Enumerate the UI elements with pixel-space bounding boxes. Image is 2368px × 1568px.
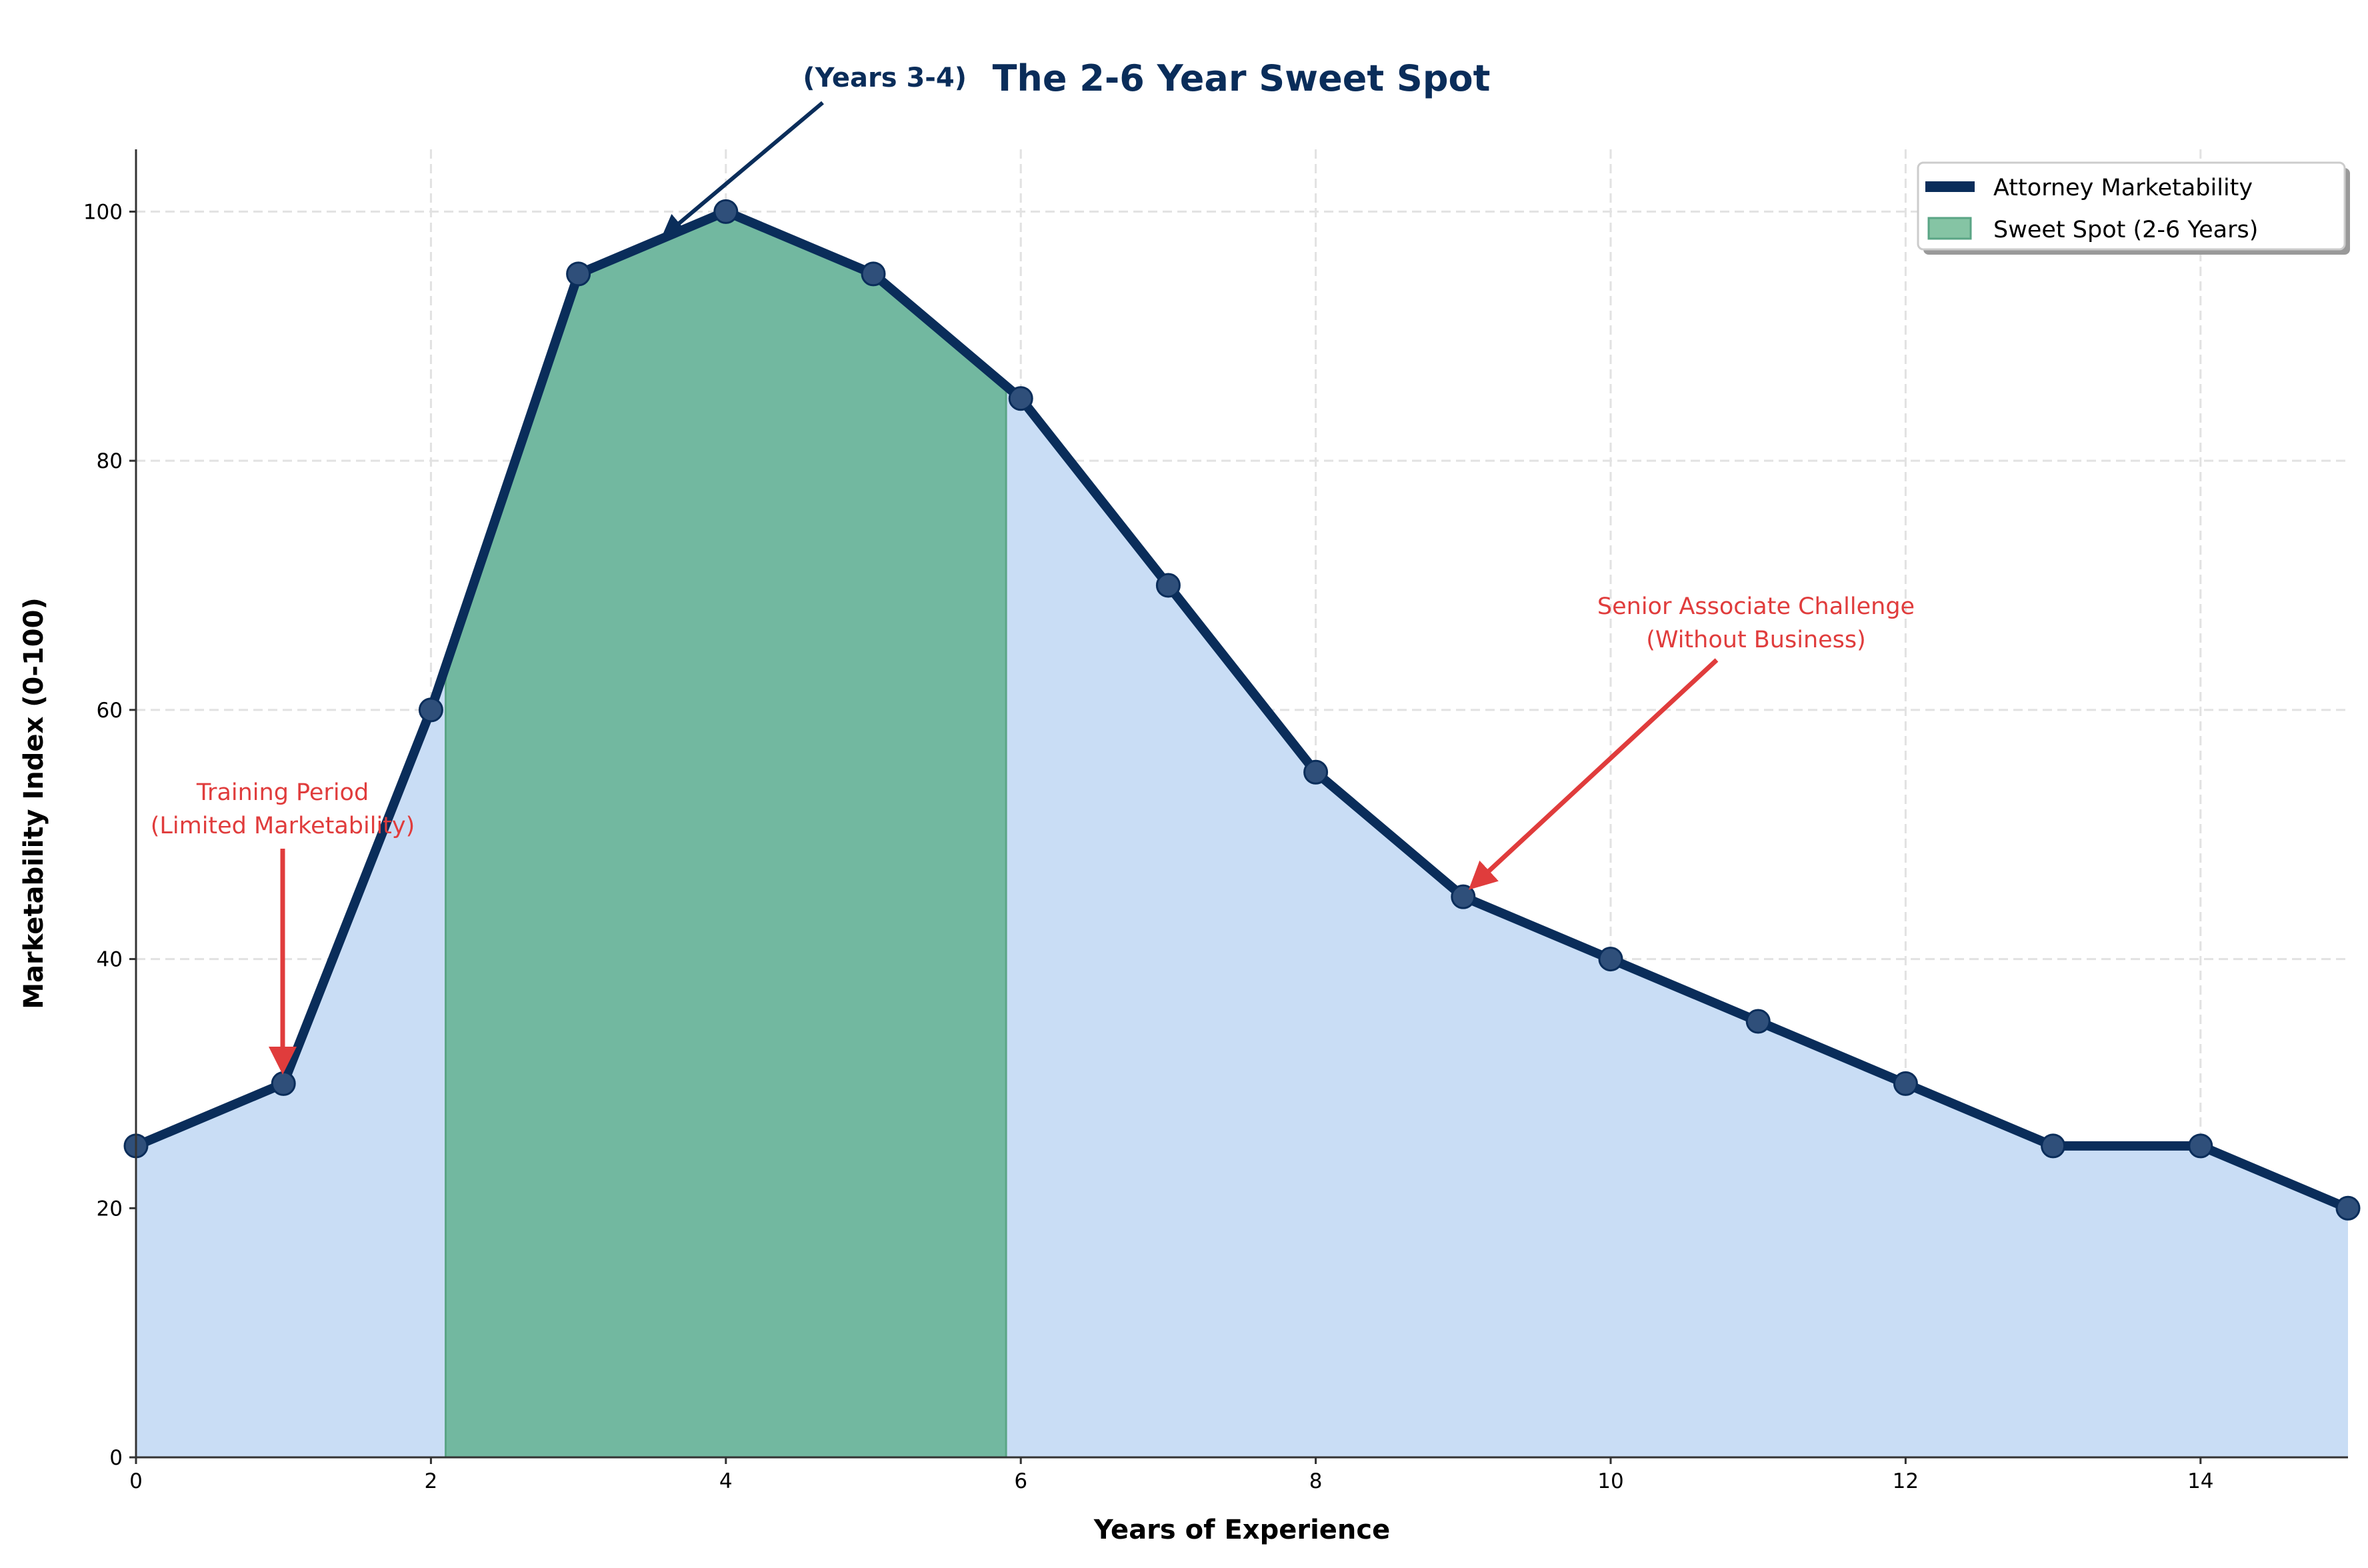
y-tick-label: 20 xyxy=(97,1197,123,1221)
annotation-senior-line1: Senior Associate Challenge xyxy=(1597,593,1915,620)
annotation-senior-line2: (Without Business) xyxy=(1646,627,1866,653)
x-tick-label: 8 xyxy=(1309,1469,1323,1493)
data-point xyxy=(1451,884,1476,909)
data-point xyxy=(1893,1071,1918,1096)
data-point xyxy=(713,199,739,224)
x-axis-label: Years of Experience xyxy=(1093,1515,1390,1545)
data-point xyxy=(1008,386,1033,411)
x-tick-label: 10 xyxy=(1597,1469,1623,1493)
chart-title: The 2-6 Year Sweet Spot xyxy=(993,57,1491,99)
y-tick-label: 100 xyxy=(83,200,123,224)
x-tick-label: 0 xyxy=(129,1469,143,1493)
data-point xyxy=(271,1071,296,1096)
data-point xyxy=(1155,573,1181,598)
x-tick-label: 2 xyxy=(425,1469,438,1493)
series-line-attorney-marketability xyxy=(134,207,2350,1213)
x-tick-label: 4 xyxy=(719,1469,733,1493)
legend-line-swatch xyxy=(1925,181,1975,192)
annotation-training-line1: Training Period xyxy=(196,779,369,806)
x-tick-label: 12 xyxy=(1893,1469,1919,1493)
x-tick-label: 6 xyxy=(1014,1469,1027,1493)
sweet-spot-fill xyxy=(445,210,1007,1459)
annotation-peak: (Years 3-4) xyxy=(803,63,967,93)
data-point xyxy=(2335,1195,2361,1221)
annotation-senior-arrow xyxy=(1468,658,1719,890)
axes xyxy=(135,149,2348,1459)
y-tick-label: 60 xyxy=(97,699,123,723)
y-tick-label: 40 xyxy=(97,948,123,972)
legend-label-series: Attorney Marketability xyxy=(1993,175,2253,201)
legend-label-sweet-spot: Sweet Spot (2-6 Years) xyxy=(1993,217,2258,243)
data-point xyxy=(418,697,443,723)
annotation-training-line2: (Limited Marketability) xyxy=(151,813,415,839)
data-point xyxy=(1598,947,1623,972)
data-point xyxy=(861,261,886,287)
y-axis-label: Marketability Index (0-100) xyxy=(19,597,49,1009)
legend-sweet-spot-swatch xyxy=(1927,217,1972,240)
data-point xyxy=(566,261,591,287)
data-point xyxy=(2188,1133,2213,1159)
ticks: 0 2 4 6 8 10 12 14 0 20 40 60 80 100 xyxy=(83,200,2214,1493)
data-point xyxy=(1745,1009,1771,1034)
data-point xyxy=(1303,759,1329,785)
annotation-peak-arrow xyxy=(661,101,824,239)
data-point xyxy=(2041,1133,2066,1159)
y-tick-label: 0 xyxy=(109,1446,123,1470)
legend: Attorney Marketability Sweet Spot (2-6 Y… xyxy=(1917,161,2350,255)
data-points xyxy=(123,199,2361,1221)
y-tick-label: 80 xyxy=(97,449,123,473)
x-tick-label: 14 xyxy=(2187,1469,2213,1493)
